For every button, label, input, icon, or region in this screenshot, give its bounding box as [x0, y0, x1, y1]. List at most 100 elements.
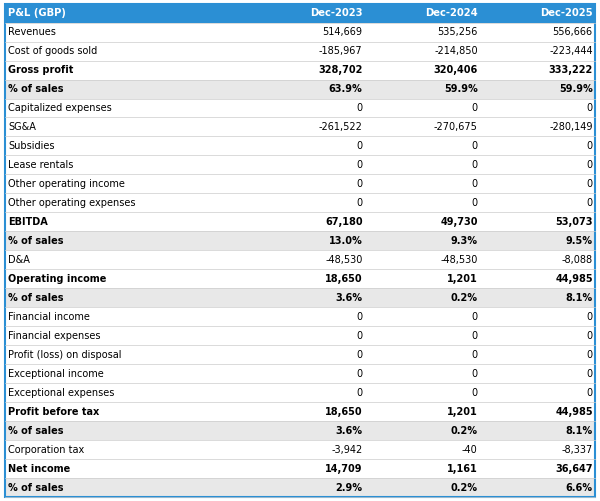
Text: 0: 0 [587, 198, 593, 208]
Bar [5, 174, 595, 193]
Text: 3.6%: 3.6% [335, 425, 362, 435]
Text: 44,985: 44,985 [555, 407, 593, 417]
Text: -3,942: -3,942 [331, 444, 362, 454]
Bar [5, 478, 595, 497]
Text: 320,406: 320,406 [433, 65, 478, 75]
Text: -223,444: -223,444 [549, 46, 593, 56]
Text: 59.9%: 59.9% [444, 84, 478, 94]
Text: % of sales: % of sales [8, 293, 64, 303]
Text: Lease rentals: Lease rentals [8, 160, 74, 170]
Text: Gross profit: Gross profit [8, 65, 74, 75]
Text: -214,850: -214,850 [434, 46, 478, 56]
Text: 6.6%: 6.6% [566, 482, 593, 492]
Text: 53,073: 53,073 [556, 217, 593, 227]
Bar [5, 250, 595, 270]
Text: 0: 0 [472, 388, 478, 398]
Text: 67,180: 67,180 [325, 217, 362, 227]
Text: Exceptional expenses: Exceptional expenses [8, 388, 115, 398]
Bar [5, 4, 595, 23]
Text: -40: -40 [462, 444, 478, 454]
Text: 36,647: 36,647 [556, 463, 593, 473]
Text: 0: 0 [356, 350, 362, 360]
Text: 0: 0 [356, 160, 362, 170]
Text: 0: 0 [472, 103, 478, 113]
Text: 18,650: 18,650 [325, 274, 362, 284]
Text: 328,702: 328,702 [318, 65, 362, 75]
Text: 0: 0 [356, 388, 362, 398]
Text: Net income: Net income [8, 463, 71, 473]
Text: 0: 0 [472, 350, 478, 360]
Text: Revenues: Revenues [8, 27, 56, 37]
Text: 535,256: 535,256 [437, 27, 478, 37]
Text: 2.9%: 2.9% [335, 482, 362, 492]
Text: -270,675: -270,675 [434, 122, 478, 132]
Text: 1,161: 1,161 [447, 463, 478, 473]
Text: 0: 0 [472, 369, 478, 379]
Text: -8,088: -8,088 [562, 255, 593, 265]
Text: 0: 0 [356, 198, 362, 208]
Bar [5, 288, 595, 307]
Text: 0: 0 [587, 369, 593, 379]
Text: 0.2%: 0.2% [451, 425, 478, 435]
Bar [5, 80, 595, 99]
Text: % of sales: % of sales [8, 84, 64, 94]
Text: Profit before tax: Profit before tax [8, 407, 100, 417]
Text: Dec-2025: Dec-2025 [540, 9, 593, 19]
Bar [5, 23, 595, 42]
Text: 3.6%: 3.6% [335, 293, 362, 303]
Bar [5, 326, 595, 345]
Text: 0: 0 [472, 160, 478, 170]
Bar [5, 364, 595, 383]
Text: 0: 0 [587, 103, 593, 113]
Text: Other operating income: Other operating income [8, 179, 125, 189]
Text: 0: 0 [587, 179, 593, 189]
Text: 44,985: 44,985 [555, 274, 593, 284]
Text: -280,149: -280,149 [550, 122, 593, 132]
Text: 0: 0 [587, 388, 593, 398]
Text: 9.5%: 9.5% [566, 236, 593, 246]
Text: 0: 0 [472, 141, 478, 151]
Text: 0: 0 [587, 350, 593, 360]
Text: 9.3%: 9.3% [451, 236, 478, 246]
Text: 0: 0 [587, 331, 593, 341]
Text: Profit (loss) on disposal: Profit (loss) on disposal [8, 350, 122, 360]
Text: 0: 0 [356, 103, 362, 113]
Bar [5, 231, 595, 250]
Text: 63.9%: 63.9% [329, 84, 362, 94]
Bar [5, 193, 595, 212]
Bar [5, 307, 595, 326]
Bar [5, 118, 595, 136]
Text: 0.2%: 0.2% [451, 293, 478, 303]
Bar [5, 61, 595, 80]
Text: 0: 0 [472, 312, 478, 322]
Text: 18,650: 18,650 [325, 407, 362, 417]
Text: 0: 0 [356, 331, 362, 341]
Text: 333,222: 333,222 [548, 65, 593, 75]
Bar [5, 212, 595, 231]
Bar [5, 136, 595, 155]
Text: 0: 0 [356, 141, 362, 151]
Text: 0: 0 [472, 331, 478, 341]
Text: EBITDA: EBITDA [8, 217, 48, 227]
Text: 8.1%: 8.1% [566, 425, 593, 435]
Text: Capitalized expenses: Capitalized expenses [8, 103, 112, 113]
Text: 13.0%: 13.0% [329, 236, 362, 246]
Text: Dec-2024: Dec-2024 [425, 9, 478, 19]
Text: 0: 0 [587, 312, 593, 322]
Text: Financial expenses: Financial expenses [8, 331, 101, 341]
Bar [5, 383, 595, 402]
Text: 1,201: 1,201 [447, 407, 478, 417]
Text: Exceptional income: Exceptional income [8, 369, 104, 379]
Text: -48,530: -48,530 [440, 255, 478, 265]
Text: Financial income: Financial income [8, 312, 90, 322]
Text: Operating income: Operating income [8, 274, 107, 284]
Text: 49,730: 49,730 [440, 217, 478, 227]
Text: 0: 0 [356, 369, 362, 379]
Text: % of sales: % of sales [8, 425, 64, 435]
Text: 0: 0 [472, 179, 478, 189]
Text: 0.2%: 0.2% [451, 482, 478, 492]
Text: 556,666: 556,666 [553, 27, 593, 37]
Bar [5, 42, 595, 61]
Text: -261,522: -261,522 [319, 122, 362, 132]
Bar [5, 155, 595, 174]
